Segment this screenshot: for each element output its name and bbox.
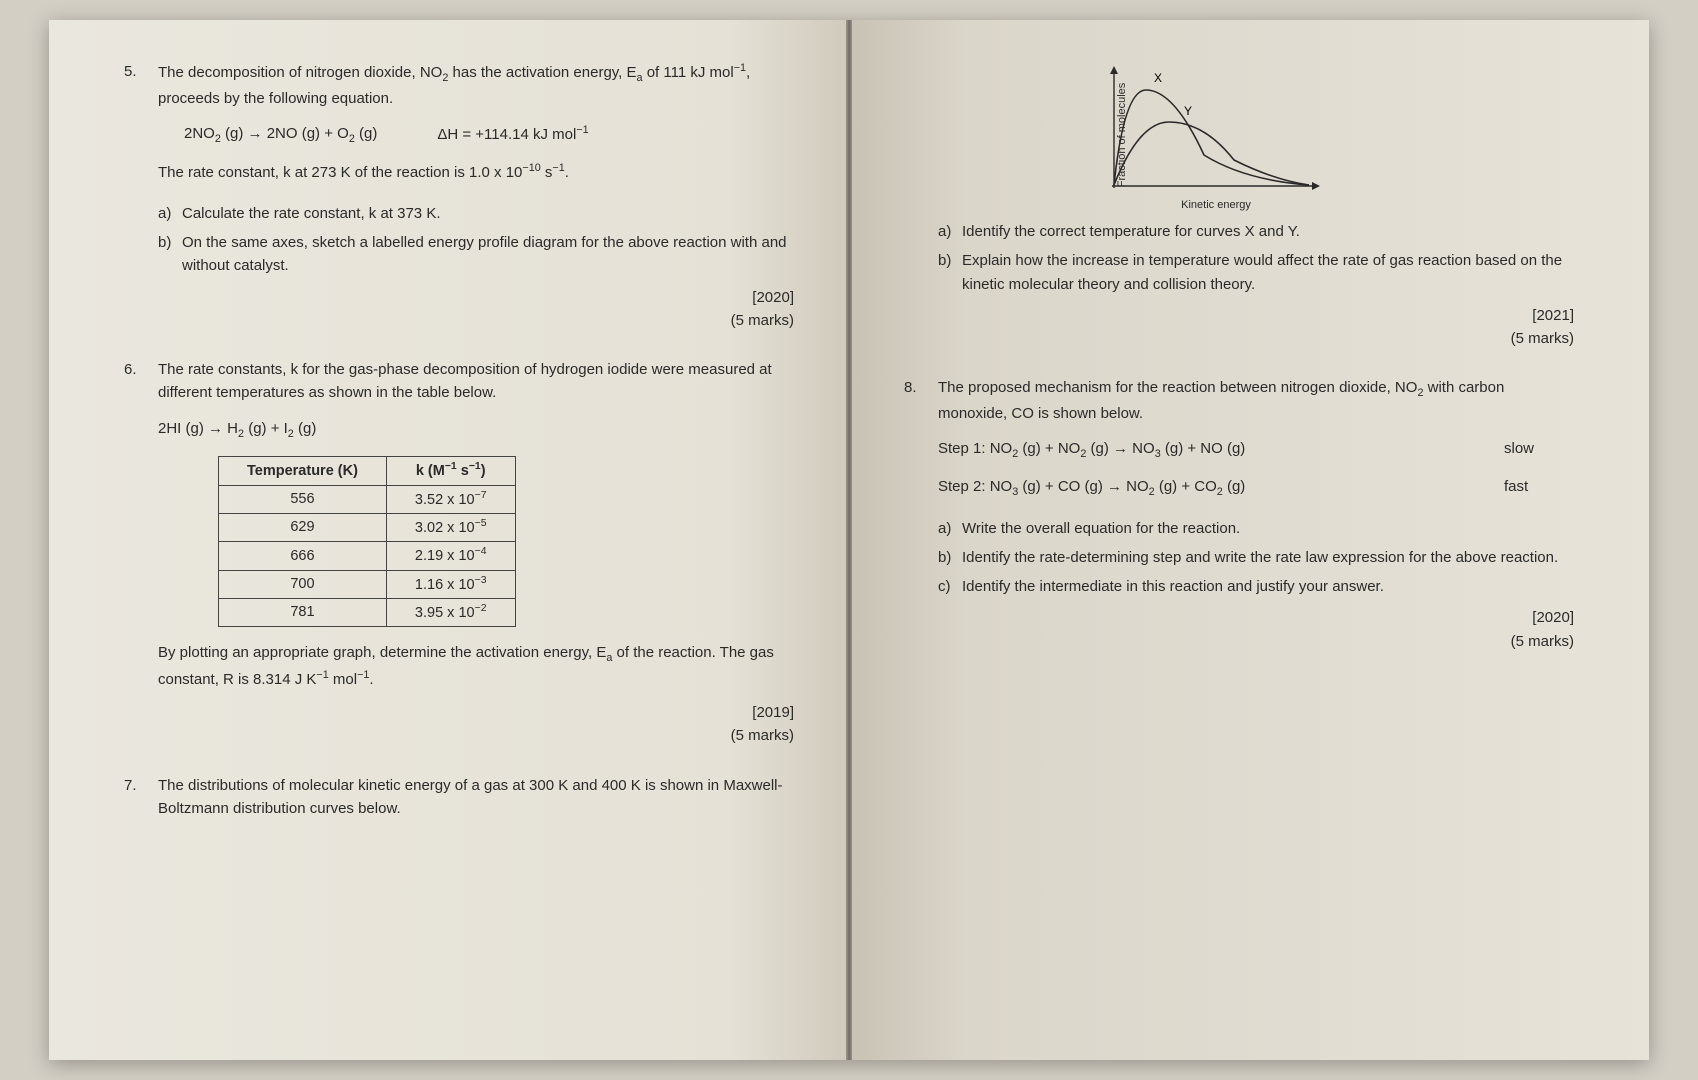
curve-y-label: Y: [1184, 104, 1192, 118]
q5-b: b) On the same axes, sketch a labelled e…: [158, 231, 794, 278]
left-page: 5. The decomposition of nitrogen dioxide…: [49, 20, 849, 1060]
question-8: 8. The proposed mechanism for the reacti…: [904, 376, 1574, 653]
table-row: 5563.52 x 10−7: [219, 485, 516, 513]
q8-intro: The proposed mechanism for the reaction …: [938, 376, 1574, 425]
q7-a: a) Identify the correct temperature for …: [938, 220, 1574, 243]
q8-step2: Step 2: NO3 (g) + CO (g) → NO2 (g) + CO2…: [938, 475, 1574, 501]
q6-table: Temperature (K) k (M−1 s−1) 5563.52 x 10…: [218, 456, 516, 627]
table-row: 6662.19 x 10−4: [219, 542, 516, 570]
table-row: 7001.16 x 10−3: [219, 570, 516, 598]
q5-a: a) Calculate the rate constant, k at 373…: [158, 202, 794, 225]
q5-equation: 2NO2 (g) → 2NO (g) + O2 (g) ΔH = +114.14…: [184, 122, 794, 148]
y-axis-arrow: [1110, 66, 1118, 74]
q8-step1: Step 1: NO2 (g) + NO2 (g) → NO3 (g) + NO…: [938, 437, 1574, 463]
q7-continued: a) Identify the correct temperature for …: [938, 220, 1574, 350]
book-spine: [846, 20, 852, 1060]
q6-number: 6.: [124, 358, 158, 748]
q7-b: b) Explain how the increase in temperatu…: [938, 249, 1574, 296]
q8-b: b) Identify the rate-determining step an…: [938, 546, 1574, 569]
q5-rate-constant: The rate constant, k at 273 K of the rea…: [158, 160, 794, 184]
q7-marks: [2021] (5 marks): [938, 304, 1574, 351]
table-header: Temperature (K): [219, 457, 387, 485]
q6-equation: 2HI (g) → H2 (g) + I2 (g): [158, 417, 794, 443]
q8-marks: [2020] (5 marks): [938, 606, 1574, 653]
question-7: 7. The distributions of molecular kineti…: [124, 774, 794, 831]
table-header-row: Temperature (K) k (M−1 s−1): [219, 457, 516, 485]
q6-intro: The rate constants, k for the gas-phase …: [158, 358, 794, 405]
question-5: 5. The decomposition of nitrogen dioxide…: [124, 60, 794, 332]
table-header: k (M−1 s−1): [386, 457, 515, 485]
q7-intro: The distributions of molecular kinetic e…: [158, 774, 794, 821]
q8-number: 8.: [904, 376, 938, 653]
q8-a: a) Write the overall equation for the re…: [938, 517, 1574, 540]
q5-marks: [2020] (5 marks): [158, 286, 794, 333]
table-row: 7813.95 x 10−2: [219, 598, 516, 626]
question-6: 6. The rate constants, k for the gas-pha…: [124, 358, 794, 748]
q6-marks: [2019] (5 marks): [158, 701, 794, 748]
curve-y: [1114, 122, 1309, 185]
right-page: Fraction of molecules X Y Kinetic energy…: [849, 20, 1649, 1060]
q6-post: By plotting an appropriate graph, determ…: [158, 641, 794, 691]
x-axis-label: Kinetic energy: [1181, 197, 1251, 214]
q7-number: 7.: [124, 774, 158, 831]
y-axis-label: Fraction of molecules: [1114, 83, 1131, 188]
book-spread: 5. The decomposition of nitrogen dioxide…: [49, 20, 1649, 1060]
maxwell-boltzmann-figure: Fraction of molecules X Y Kinetic energy: [1084, 60, 1324, 210]
q5-number: 5.: [124, 60, 158, 332]
table-row: 6293.02 x 10−5: [219, 514, 516, 542]
q8-c: c) Identify the intermediate in this rea…: [938, 575, 1574, 598]
q5-intro: The decomposition of nitrogen dioxide, N…: [158, 60, 794, 110]
x-axis-arrow: [1312, 182, 1320, 190]
curve-x-label: X: [1154, 71, 1162, 85]
